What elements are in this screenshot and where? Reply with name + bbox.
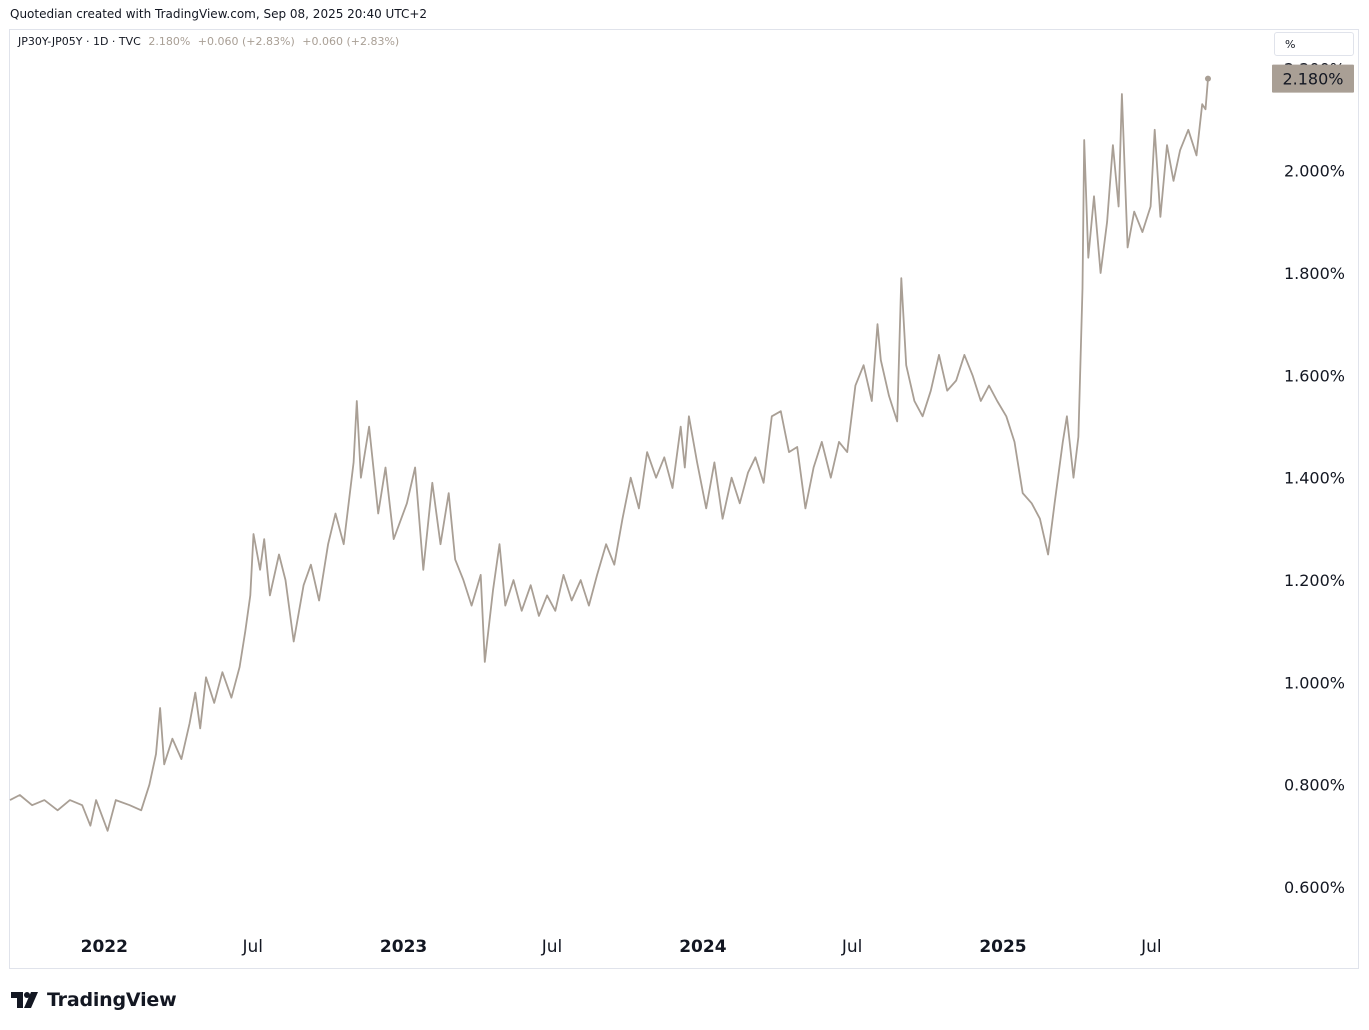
chart-caption: Quotedian created with TradingView.com, … [10, 7, 428, 21]
y-tick-label: 1.600% [1284, 366, 1345, 385]
x-axis: 2022 Jul 2023 Jul 2024 Jul 2025 Jul [81, 937, 1162, 957]
legend-change-secondary: +0.060 (+2.83%) [302, 35, 400, 48]
legend-last-value: 2.180% [148, 35, 191, 48]
x-tick-label: 2024 [679, 937, 726, 957]
y-tick-label: 0.600% [1284, 878, 1345, 897]
legend-symbol[interactable]: JP30Y-JP05Y · 1D · TVC [18, 35, 141, 48]
y-tick-label: 2.000% [1284, 162, 1345, 181]
last-price-tag-bg [1272, 64, 1354, 93]
x-tick-label: Jul [541, 937, 563, 957]
tradingview-logo-text: TradingView [47, 989, 177, 1011]
x-tick-label: 2023 [380, 937, 427, 957]
y-tick-label: 1.200% [1284, 571, 1345, 590]
series-line [9, 78, 1209, 832]
tradingview-logo-icon [11, 992, 38, 1008]
y-tick-label: 0.800% [1284, 776, 1345, 795]
x-tick-label: Jul [1140, 937, 1162, 957]
last-price-tag: 2.180% [1272, 64, 1354, 93]
chart-frame [9, 29, 1359, 969]
x-tick-label: 2022 [81, 937, 128, 957]
last-point [1204, 75, 1211, 82]
y-tick-label: 1.400% [1284, 469, 1345, 488]
x-tick-label: 2025 [979, 937, 1026, 957]
y-axis: 0.600% 0.800% 1.000% 1.200% 1.400% 1.600% 1.80… [1284, 59, 1345, 897]
unit-label: % [1285, 38, 1296, 51]
price-scale-unit-selector[interactable]: % [1274, 32, 1354, 56]
legend-change: +0.060 (+2.83%) [197, 35, 295, 48]
y-tick-label: 1.800% [1284, 264, 1345, 283]
x-tick-label: Jul [841, 937, 863, 957]
y-tick-label: 1.000% [1284, 673, 1345, 692]
series-legend: JP30Y-JP05Y · 1D · TVC 2.180% +0.060 (+2… [18, 35, 399, 48]
x-tick-label: Jul [241, 937, 263, 957]
tradingview-logo[interactable]: TradingView [11, 988, 177, 1012]
last-price-tag-label: 2.180% [1282, 70, 1343, 89]
